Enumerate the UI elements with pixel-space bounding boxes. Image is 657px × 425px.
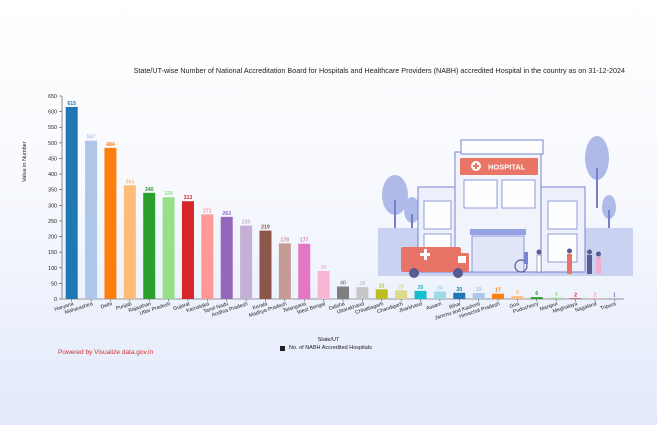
data-label: 40 <box>340 281 346 287</box>
legend: No. of NABH Accredited Hospitals <box>280 345 372 351</box>
data-label: 4 <box>555 292 558 298</box>
y-tick-label: 400 <box>48 172 57 178</box>
bar <box>492 293 505 299</box>
y-tick-label: 50 <box>51 281 57 287</box>
x-tick-label: Punjab <box>115 301 132 312</box>
bar <box>375 289 388 299</box>
y-tick-label: 550 <box>48 125 57 131</box>
people-decoration <box>514 248 601 274</box>
data-label: 24 <box>437 286 443 292</box>
data-label: 326 <box>164 191 173 197</box>
bar <box>511 296 524 299</box>
y-tick-label: 0 <box>54 297 57 303</box>
x-tick-label: Delhi <box>100 301 113 310</box>
y-tick-label: 450 <box>48 156 57 162</box>
x-tick-label: Bihar <box>449 301 463 311</box>
data-label: 20 <box>456 287 462 293</box>
bar <box>530 297 543 299</box>
data-label: 364 <box>125 179 134 185</box>
data-label: 28 <box>398 284 404 290</box>
bar <box>569 298 582 299</box>
x-tick-label: Gujarat <box>173 301 192 312</box>
y-tick-label: 250 <box>48 219 57 225</box>
bar <box>317 270 330 299</box>
bar <box>104 147 117 299</box>
bar <box>588 298 601 299</box>
data-label: 177 <box>300 238 309 244</box>
bar <box>395 290 408 299</box>
bar <box>298 243 311 299</box>
bar <box>550 297 563 299</box>
bar <box>472 293 485 299</box>
legend-label: No. of NABH Accredited Hospitals <box>289 345 372 351</box>
hospital-illustration: HOSPITAL <box>378 136 633 278</box>
bar <box>85 140 98 299</box>
chart-title: State/UT-wise Number of National Accredi… <box>133 66 625 75</box>
data-label: 235 <box>242 220 251 226</box>
data-label: 6 <box>535 291 538 297</box>
data-label: 178 <box>281 237 290 243</box>
bar <box>201 214 214 299</box>
x-tick-label: Haryana <box>54 301 75 313</box>
data-label: 2 <box>574 292 577 298</box>
data-label: 271 <box>203 208 212 214</box>
bar <box>433 291 446 299</box>
x-tick-label: Odisha <box>328 301 346 312</box>
x-axis-label: State/UT <box>317 337 340 343</box>
svg-text:HOSPITAL: HOSPITAL <box>488 163 526 172</box>
data-label: 615 <box>67 101 76 107</box>
data-label: 17 <box>495 288 501 294</box>
bar <box>259 230 272 299</box>
data-label: 38 <box>359 281 365 287</box>
bar <box>65 106 78 299</box>
bar <box>278 243 291 299</box>
data-label: 263 <box>222 211 231 217</box>
x-tick-label: Goa <box>509 301 520 310</box>
bar <box>162 197 175 299</box>
tree-decoration <box>382 136 616 232</box>
y-tick-label: 350 <box>48 188 57 194</box>
bar <box>414 290 427 299</box>
y-tick-label: 500 <box>48 141 57 147</box>
y-tick-label: 100 <box>48 266 57 272</box>
y-tick-label: 150 <box>48 250 57 256</box>
data-label: 26 <box>418 285 424 291</box>
data-label: 484 <box>106 142 115 148</box>
bar <box>336 286 350 299</box>
x-tick-label: Assam <box>426 301 443 312</box>
bar <box>143 192 156 299</box>
x-tick-label: Tripura <box>600 301 617 312</box>
x-tick-label: Nagaland <box>575 301 598 314</box>
data-label: 1 <box>613 293 616 299</box>
y-tick-label: 300 <box>48 203 57 209</box>
data-label: 340 <box>145 187 154 193</box>
x-tick-label: Kerala <box>252 301 268 311</box>
bar <box>123 185 136 299</box>
bar <box>181 201 194 299</box>
bar <box>453 292 466 299</box>
y-axis-label: Value in Number <box>22 141 28 182</box>
x-tick-label: Manipur <box>539 301 559 313</box>
data-label: 31 <box>379 283 385 289</box>
data-label: 19 <box>476 287 482 293</box>
ambulance-decoration <box>401 247 469 278</box>
y-tick-label: 200 <box>48 235 57 241</box>
bar <box>608 298 621 300</box>
data-label: 313 <box>184 195 193 201</box>
bar <box>356 287 369 299</box>
data-label: 219 <box>261 225 270 231</box>
y-tick-label: 650 <box>48 94 57 100</box>
data-label: 2 <box>593 292 596 298</box>
credit-link[interactable]: Powered by Visualize data.gov.in <box>58 349 154 356</box>
data-label: 507 <box>87 135 96 141</box>
data-label: 9 <box>516 290 519 296</box>
legend-swatch <box>280 345 285 351</box>
y-tick-label: 600 <box>48 110 57 116</box>
bar <box>240 225 253 299</box>
data-label: 90 <box>321 265 327 271</box>
bar <box>220 216 233 299</box>
